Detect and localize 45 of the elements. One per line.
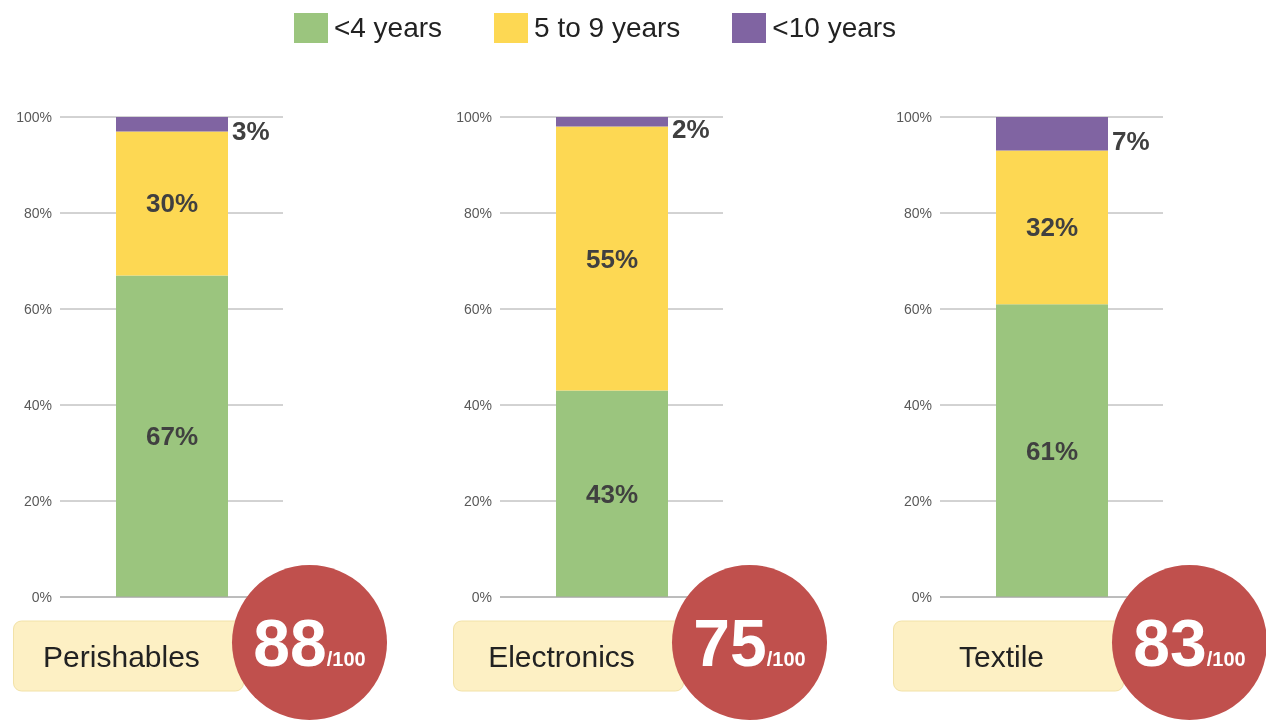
data-label: 43% xyxy=(585,478,639,509)
y-tick-label: 20% xyxy=(23,492,52,509)
bar xyxy=(556,117,668,127)
y-tick-label: 100% xyxy=(456,108,492,125)
y-tick-label: 60% xyxy=(463,300,492,317)
data-label: 32% xyxy=(1025,212,1079,243)
y-tick-label: 0% xyxy=(911,588,932,605)
x-tick-label: Perishables xyxy=(43,640,200,673)
bar xyxy=(116,117,228,132)
bar xyxy=(996,117,1108,151)
bar xyxy=(996,150,1108,305)
y-tick-label: 100% xyxy=(16,108,52,125)
data-label: 55% xyxy=(585,243,639,274)
y-tick-label: 60% xyxy=(903,300,932,317)
bar xyxy=(116,275,228,597)
y-tick-label: 40% xyxy=(23,396,52,413)
data-label: 7% xyxy=(1112,125,1150,156)
legend-label: <4 years xyxy=(333,12,443,44)
y-tick-label: 80% xyxy=(23,204,52,221)
y-tick-label: 60% xyxy=(23,300,52,317)
y-tick-label: 0% xyxy=(31,588,52,605)
y-tick-label: 80% xyxy=(903,204,932,221)
x-tick-label: Electronics xyxy=(488,640,635,673)
data-label: 3% xyxy=(232,116,270,147)
data-label: 30% xyxy=(145,188,199,219)
y-tick-label: 40% xyxy=(463,396,492,413)
data-label: 61% xyxy=(1025,435,1079,466)
y-tick-label: 80% xyxy=(463,204,492,221)
legend-label: 5 to 9 years xyxy=(534,12,681,44)
bar xyxy=(996,304,1108,597)
x-tick-label: Textile xyxy=(958,640,1045,673)
y-tick-label: 20% xyxy=(903,492,932,509)
legend-label: <10 years xyxy=(772,12,897,44)
bar xyxy=(556,126,668,391)
circle-badge: 75/100 xyxy=(672,565,827,720)
y-tick-label: 40% xyxy=(903,396,932,413)
y-tick-label: 0% xyxy=(471,588,492,605)
y-tick-label: 100% xyxy=(896,108,932,125)
circle-badge: 83/100 xyxy=(1112,565,1266,720)
data-label: 67% xyxy=(145,421,199,452)
bar xyxy=(556,390,668,597)
y-tick-label: 20% xyxy=(463,492,492,509)
circle-badge: 88/100 xyxy=(232,565,387,720)
bar xyxy=(116,131,228,276)
data-label: 2% xyxy=(672,113,710,144)
